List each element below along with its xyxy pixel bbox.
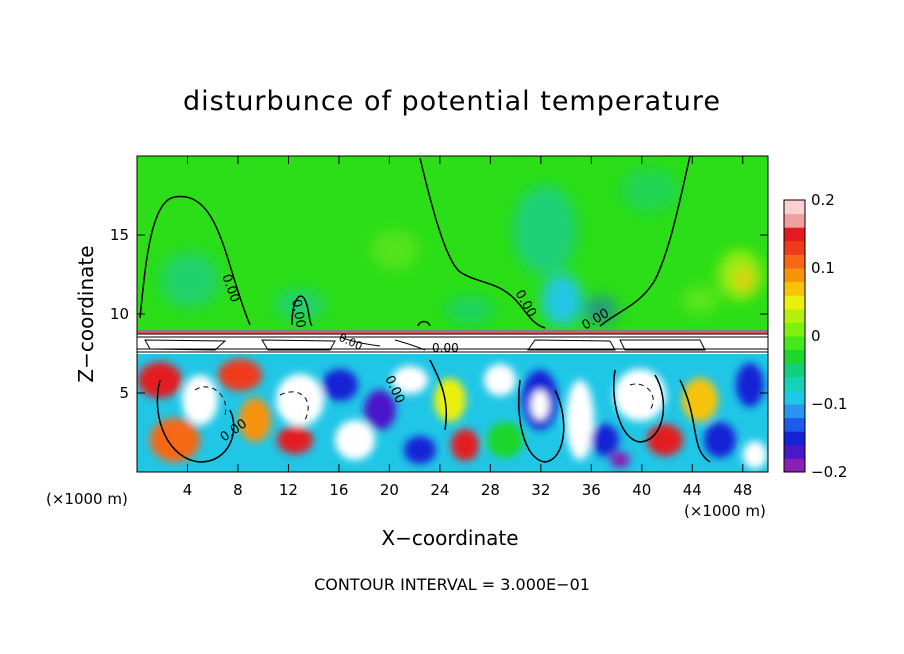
colorbar-swatch [784,376,805,391]
colorbar-swatch [784,200,805,215]
colorbar-swatch [784,308,805,323]
colorbar-swatch [784,254,805,269]
tropopause-lines [137,330,768,353]
colorbar-swatch [784,322,805,337]
contour-interval-note: CONTOUR INTERVAL = 3.000E−01 [314,575,590,594]
contour-lines [139,156,711,463]
colorbar-tick-label: −0.1 [811,395,847,413]
colorbar-swatch [784,240,805,255]
colorbar [784,200,805,473]
y-tick-label: 15 [110,226,129,244]
x-tick-label: 8 [233,481,243,499]
y-tick-label: 5 [119,384,129,402]
colorbar-swatch [784,417,805,432]
x-tick-label: 20 [380,481,399,499]
colorbar-tick-label: 0 [811,327,821,345]
colorbar-frame [783,199,806,473]
colorbar-tick-label: 0.2 [811,191,835,209]
upper-field-blobs [160,168,762,326]
y-axis-ticks: 5 10 15 [110,226,768,402]
colorbar-swatch [784,295,805,310]
contour-label: 0.00 [288,298,308,329]
colorbar-swatch [784,268,805,283]
x-axis-ticks: 4 8 12 16 20 24 28 32 36 40 44 48 [183,156,752,499]
colorbar-swatch [784,458,805,473]
x-tick-label: 16 [329,481,348,499]
colorbar-swatch [784,213,805,228]
y-tick-label: 10 [110,305,129,323]
colorbar-swatch [784,227,805,242]
field-layer [137,156,768,472]
contour-label: 0.00 [432,341,459,355]
dashed-contours [194,383,654,421]
colorbar-tick-label: −0.2 [811,463,847,481]
colorbar-swatch [784,431,805,446]
colorbar-ticks: 0.2 0.1 0 −0.1 −0.2 [811,191,847,481]
colorbar-swatch [784,404,805,419]
x-tick-label: 48 [733,481,752,499]
x-axis-label: X−coordinate [381,526,519,550]
x-tick-label: 28 [481,481,500,499]
x-tick-label: 24 [430,481,449,499]
x-tick-label: 4 [183,481,193,499]
colorbar-swatch [784,363,805,378]
x-tick-label: 44 [683,481,702,499]
chart-title: disturbunce of potential temperature [183,86,721,117]
x-tick-label: 36 [582,481,601,499]
colorbar-swatch [784,336,805,351]
colorbar-swatch [784,390,805,405]
colorbar-tick-label: 0.1 [811,259,835,277]
x-tick-label: 40 [632,481,651,499]
x-unit-label-left: (×1000 m) [46,490,128,508]
x-tick-label: 12 [279,481,298,499]
x-unit-label-right: (×1000 m) [684,502,766,520]
colorbar-swatch [784,444,805,459]
colorbar-swatch [784,281,805,296]
colorbar-swatch [784,349,805,364]
x-tick-label: 32 [531,481,550,499]
